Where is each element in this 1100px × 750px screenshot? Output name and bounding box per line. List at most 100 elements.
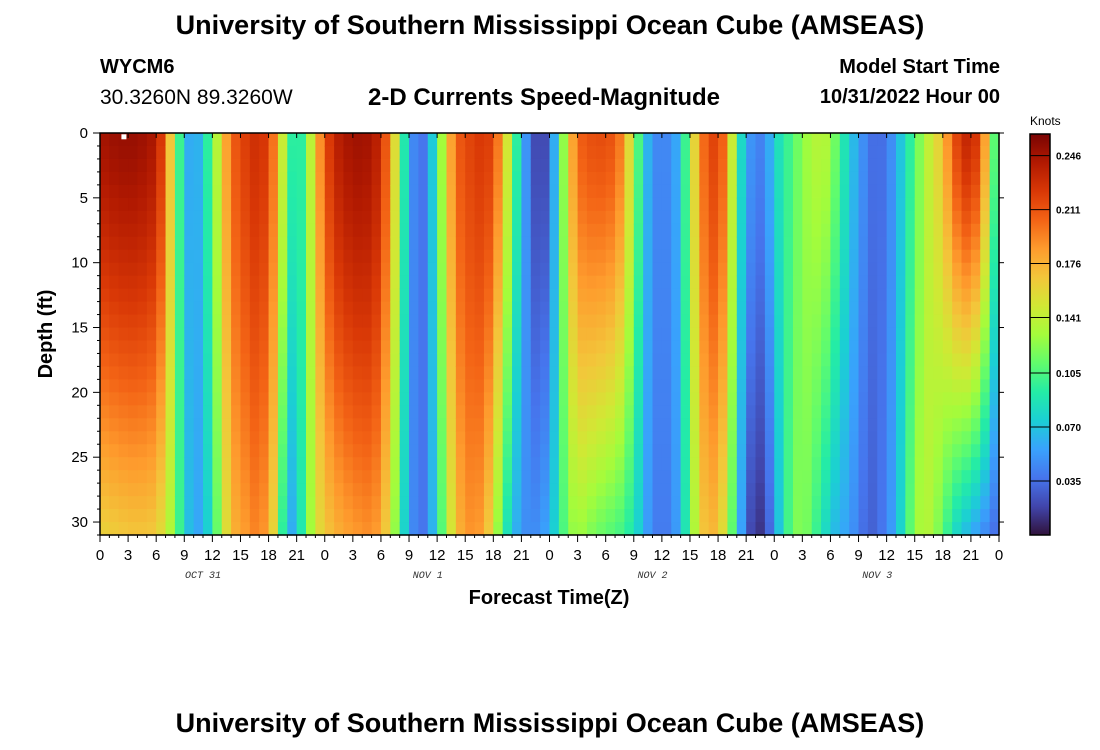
heatmap-cell: [577, 184, 588, 199]
heatmap-cell: [306, 470, 316, 484]
heatmap-cell: [558, 158, 569, 173]
heatmap-cell: [231, 171, 242, 186]
heatmap-cell: [259, 431, 270, 445]
heatmap-cell: [671, 145, 682, 160]
heatmap-cell: [952, 457, 963, 471]
x-tick-label: 6: [826, 547, 834, 564]
heatmap-cell: [249, 275, 260, 290]
heatmap-cell: [324, 236, 335, 251]
heatmap-cell: [268, 184, 279, 199]
heatmap-cell: [774, 262, 785, 277]
heatmap-cell: [240, 275, 251, 290]
heatmap-cell: [858, 366, 869, 380]
heatmap-cell: [362, 483, 373, 497]
heatmap-cell: [774, 210, 785, 225]
heatmap-cell: [849, 444, 860, 458]
heatmap-cell: [849, 171, 860, 186]
heatmap-cell: [596, 288, 607, 303]
heatmap-cell: [924, 301, 935, 316]
y-tick-label: 30: [71, 514, 88, 531]
heatmap-cell: [109, 392, 120, 406]
heatmap-cell: [680, 210, 691, 225]
heatmap-cell: [736, 314, 747, 329]
heatmap-cell: [586, 158, 597, 173]
heatmap-cell: [905, 444, 916, 458]
heatmap-cell: [474, 314, 485, 329]
heatmap-cell: [877, 418, 888, 432]
heatmap-cell: [380, 522, 391, 536]
heatmap-cell: [558, 431, 569, 445]
heatmap-cell: [315, 418, 326, 432]
heatmap-cell: [586, 327, 597, 342]
heatmap-cell: [633, 340, 644, 355]
heatmap-cell: [277, 133, 288, 147]
heatmap-cell: [146, 418, 157, 432]
heatmap-cell: [221, 340, 232, 355]
heatmap-cell: [371, 184, 382, 199]
heatmap-cell: [671, 379, 682, 393]
heatmap-cell: [914, 457, 925, 471]
heatmap-cell: [736, 353, 747, 368]
heatmap-cell: [774, 223, 785, 238]
heatmap-cell: [343, 405, 354, 419]
heatmap-cell: [905, 314, 916, 329]
heatmap-cell: [146, 353, 157, 368]
heatmap-cell: [465, 444, 476, 458]
heatmap-cell: [146, 392, 157, 406]
heatmap-cell: [521, 158, 532, 173]
heatmap-cell: [380, 496, 391, 510]
heatmap-cell: [764, 444, 775, 458]
x-tick-label: 0: [321, 547, 329, 564]
heatmap-cell: [952, 405, 963, 419]
heatmap-cell: [249, 145, 260, 160]
heatmap-cell: [455, 133, 466, 147]
heatmap-cell: [156, 301, 167, 316]
heatmap-cell: [783, 418, 794, 432]
heatmap-cell: [118, 522, 129, 536]
heatmap-cell: [774, 392, 785, 406]
heatmap-cell: [455, 210, 466, 225]
heatmap-cell: [989, 133, 1000, 147]
heatmap-cell: [961, 133, 972, 147]
heatmap-cell: [671, 288, 682, 303]
heatmap-cell: [128, 509, 139, 523]
heatmap-cell: [268, 158, 279, 173]
heatmap-cell: [792, 444, 803, 458]
heatmap-cell: [886, 171, 897, 186]
heatmap-cell: [118, 262, 129, 277]
heatmap-cell: [362, 392, 373, 406]
heatmap-cell: [568, 327, 579, 342]
heatmap-cell: [118, 275, 129, 290]
heatmap-cell: [249, 457, 260, 471]
heatmap-cell: [315, 145, 326, 160]
heatmap-cell: [184, 249, 195, 264]
heatmap-cell: [652, 327, 663, 342]
heatmap-cell: [895, 301, 906, 316]
heatmap-cell: [746, 431, 757, 445]
heatmap-cell: [849, 223, 860, 238]
heatmap-cell: [502, 223, 513, 238]
heatmap-cell: [783, 314, 794, 329]
heatmap-cell: [886, 418, 897, 432]
heatmap-cell: [174, 145, 185, 160]
heatmap-cell: [446, 133, 457, 147]
x-tick-label: 12: [204, 547, 221, 564]
heatmap-cell: [418, 470, 429, 484]
heatmap-cell: [586, 496, 597, 510]
heatmap-cell: [212, 418, 223, 432]
heatmap-cell: [483, 353, 494, 368]
heatmap-cell: [231, 236, 242, 251]
heatmap-cell: [905, 210, 916, 225]
heatmap-cell: [203, 133, 213, 147]
heatmap-cell: [437, 197, 448, 212]
heatmap-cell: [277, 522, 288, 536]
heatmap-cell: [764, 262, 775, 277]
heatmap-cell: [427, 236, 438, 251]
heatmap-cell: [352, 353, 363, 368]
x-tick-label: 12: [654, 547, 671, 564]
heatmap-cell: [259, 133, 270, 147]
heatmap-cell: [100, 522, 110, 536]
heatmap-cell: [839, 522, 850, 536]
heatmap-cell: [624, 197, 635, 212]
heatmap-cell: [727, 392, 738, 406]
